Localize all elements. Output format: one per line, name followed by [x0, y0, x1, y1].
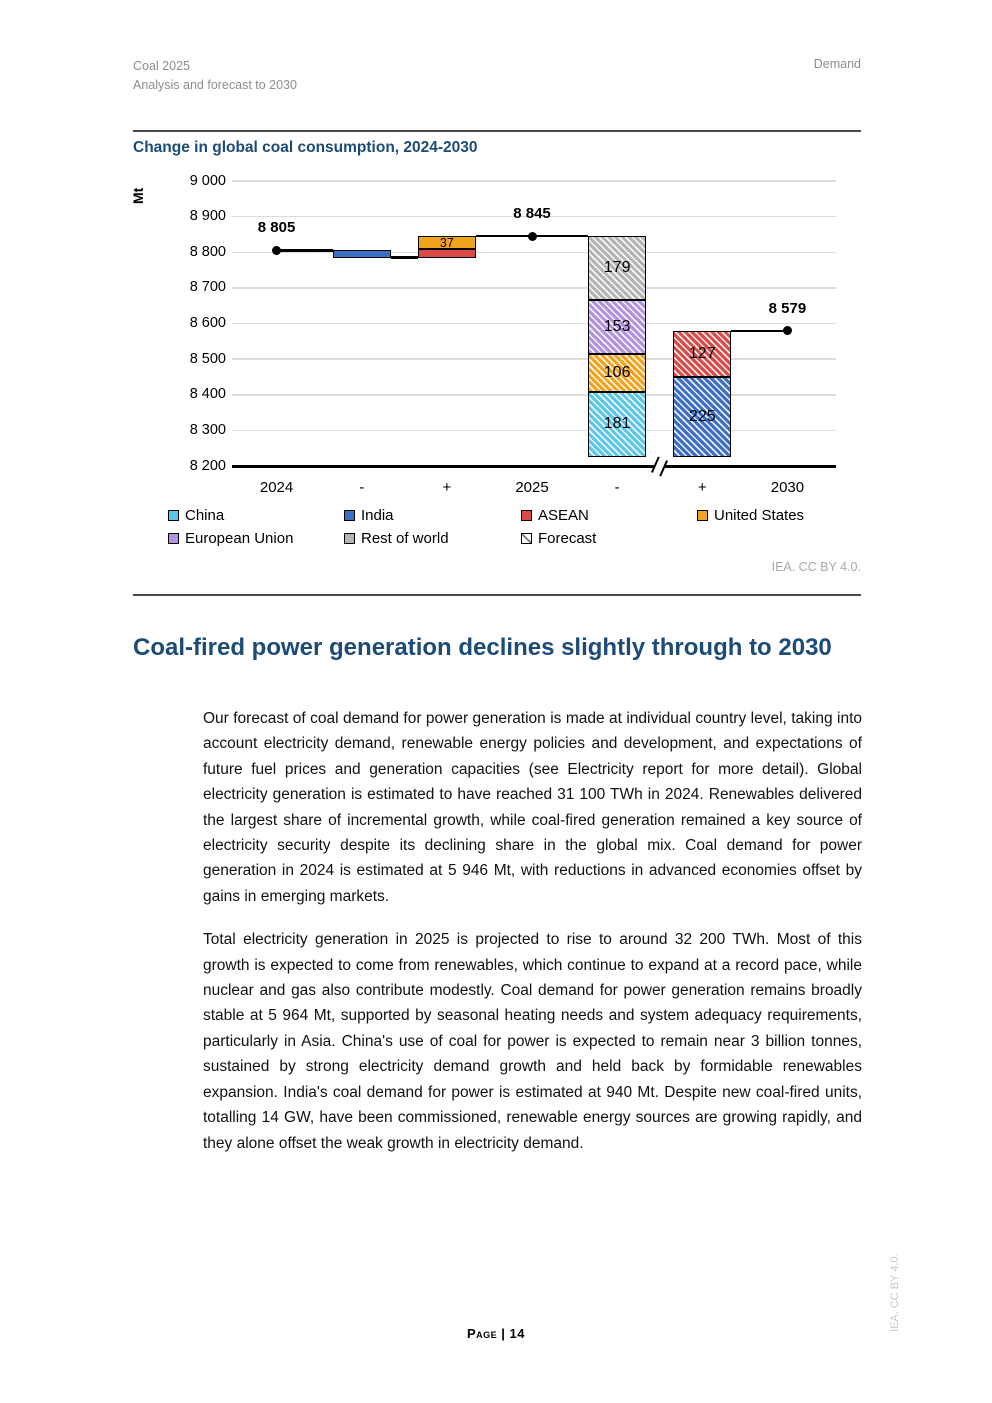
gridline — [232, 180, 836, 182]
section-heading: Coal-fired power generation declines sli… — [133, 634, 832, 661]
anchor-dot — [527, 231, 537, 241]
connector-line — [731, 330, 788, 333]
y-axis-tick-label: 8 400 — [189, 386, 226, 403]
bar-segment-asean: 127 — [673, 331, 732, 377]
y-axis-tick-label: 8 800 — [189, 243, 226, 260]
bar-value-label: 181 — [603, 415, 631, 433]
anchor-value-label: 8 579 — [768, 299, 807, 317]
y-axis-tick-label: 8 700 — [189, 279, 226, 296]
legend-label-asean: ASEAN — [538, 507, 589, 524]
bar-segment-european-union: 153 — [588, 299, 647, 355]
report-title: Coal 2025 — [133, 59, 190, 73]
bar-value-label: 37 — [439, 235, 454, 250]
y-axis-unit-label: Mt — [130, 187, 146, 204]
legend-label-forecast: Forecast — [538, 530, 597, 547]
bar-segment-rest-of-world: 179 — [588, 236, 647, 300]
connector-line — [276, 249, 333, 252]
bar-value-label: 225 — [688, 407, 716, 425]
gridline — [232, 287, 836, 289]
bar-segment-asean — [417, 249, 476, 258]
gridline — [232, 251, 836, 253]
chapter-label: Demand — [813, 57, 861, 71]
bar-value-label: 106 — [603, 364, 631, 382]
report-subtitle: Analysis and forecast to 2030 — [133, 78, 297, 92]
figure-bottom-rule — [133, 594, 861, 596]
legend-swatch-european-union — [168, 533, 179, 544]
legend-label-india: India — [361, 507, 394, 524]
anchor-dot — [272, 245, 282, 255]
figure-title: Change in global coal consumption, 2024-… — [133, 139, 478, 156]
x-axis-category-label: - — [614, 479, 620, 496]
bar-segment-united-states: 37 — [417, 235, 476, 250]
anchor-dot — [782, 326, 792, 336]
bar-segment-china: 181 — [588, 392, 647, 457]
side-credit: IEA. CC BY 4.0. — [889, 1253, 901, 1332]
y-axis-tick-label: 8 600 — [189, 315, 226, 331]
y-axis-tick-label: 9 000 — [189, 172, 226, 189]
body-paragraph-1: Our forecast of coal demand for power ge… — [203, 710, 862, 905]
x-axis-category-label: + — [442, 479, 452, 496]
bar-segment-india — [332, 250, 391, 258]
figure-top-rule — [133, 130, 861, 132]
legend-swatch-asean — [521, 510, 532, 521]
legend-swatch-china — [168, 510, 179, 521]
bar-segment-india: 225 — [673, 376, 732, 457]
gridline — [232, 429, 836, 432]
body-text: Our forecast of coal demand for power ge… — [203, 706, 862, 1156]
legend-label-united-states: United States — [714, 507, 805, 524]
legend-swatch-forecast — [521, 533, 532, 544]
figure-credit: IEA. CC BY 4.0. — [771, 560, 861, 574]
bar-segment-united-states: 106 — [588, 354, 647, 393]
bar-value-label: 153 — [603, 318, 631, 336]
legend-swatch-united-states — [697, 510, 708, 521]
x-axis-category-label: + — [697, 479, 707, 496]
y-axis-tick-label: 8 500 — [189, 350, 226, 367]
page-number: Page | 14 — [467, 1326, 525, 1341]
gridline — [232, 358, 836, 360]
y-axis-tick-label: 8 300 — [189, 421, 226, 438]
y-axis-tick-label: 8 900 — [189, 208, 226, 225]
body-paragraph-2: Total electricity generation in 2025 is … — [203, 931, 862, 1152]
report-header: Coal 2025 Analysis and forecast to 2030 — [133, 57, 297, 95]
axis-break — [651, 455, 669, 477]
bar-value-label: 179 — [603, 259, 631, 277]
x-axis-category-label: - — [359, 479, 365, 496]
x-axis-line — [232, 464, 836, 468]
legend-label-rest-of-world: Rest of world — [361, 530, 449, 547]
legend-label-china: China — [185, 507, 225, 524]
anchor-value-label: 8 805 — [257, 219, 296, 237]
y-axis-tick-label: 8 200 — [189, 457, 226, 474]
bar-value-label: 127 — [688, 344, 716, 362]
gridline — [232, 394, 836, 396]
legend-swatch-india — [344, 510, 355, 521]
gridline — [232, 215, 836, 218]
legend-label-european-union: European Union — [185, 530, 294, 547]
gridline — [232, 322, 836, 325]
x-axis-category-label: 2025 — [515, 479, 549, 496]
x-axis-category-label: 2030 — [770, 479, 805, 496]
anchor-value-label: 8 845 — [513, 205, 551, 223]
legend-swatch-rest-of-world — [344, 533, 355, 544]
connector-line — [390, 256, 418, 259]
x-axis-category-label: 2024 — [259, 479, 294, 496]
